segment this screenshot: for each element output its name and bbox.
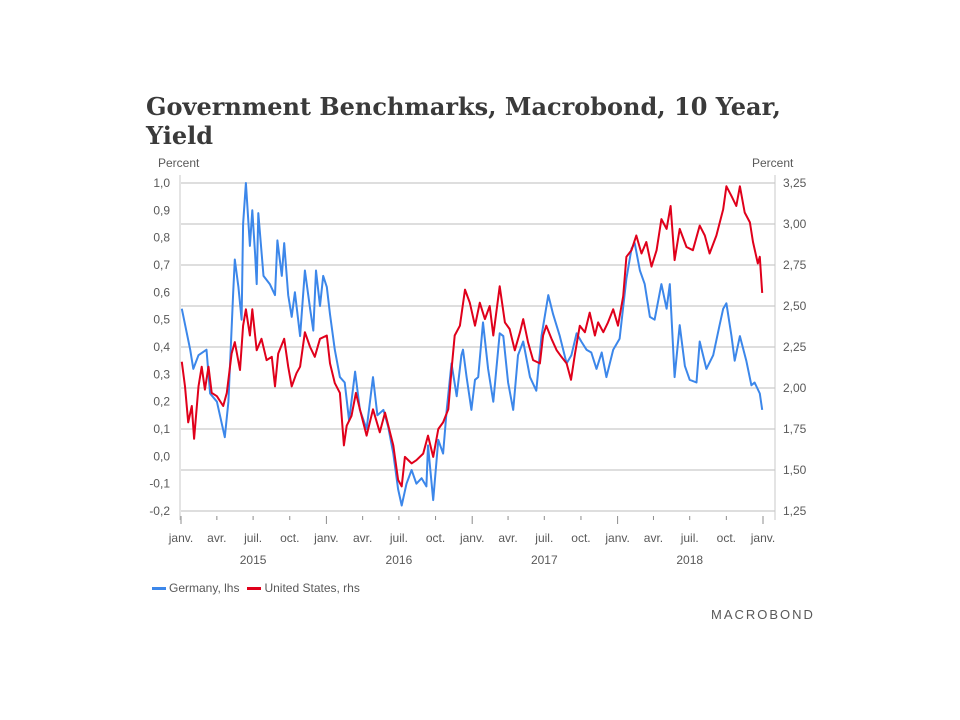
right-tick-label: 2,25 <box>783 340 807 354</box>
left-tick-label: -0,2 <box>149 504 170 518</box>
right-tick-label: 1,50 <box>783 463 807 477</box>
legend-swatch-germany <box>152 586 166 590</box>
gridlines <box>181 182 775 512</box>
right-tick-label: 3,00 <box>783 217 807 231</box>
chart-title: Government Benchmarks, Macrobond, 10 Yea… <box>146 92 781 150</box>
x-tick-label: juil. <box>680 531 699 545</box>
right-tick-label: 1,25 <box>783 504 807 518</box>
legend: Germany, lhs United States, rhs <box>152 581 368 595</box>
left-tick-label: 0,3 <box>153 367 170 381</box>
x-tick-label: janv. <box>459 531 484 545</box>
right-tick-label: 2,75 <box>783 258 807 272</box>
year-label: 2017 <box>531 553 558 567</box>
macrobond-logo: MACROBOND <box>711 607 815 622</box>
x-tick-label: avr. <box>644 531 663 545</box>
x-tick-label: avr. <box>353 531 372 545</box>
year-label: 2018 <box>676 553 703 567</box>
left-axis-unit: Percent <box>158 156 200 170</box>
left-tick-label: -0,1 <box>149 477 170 491</box>
legend-swatch-united-states <box>247 586 262 590</box>
left-tick-label: 0,2 <box>153 395 170 409</box>
left-tick-label: 1,0 <box>153 176 170 190</box>
x-tick-label: oct. <box>426 531 445 545</box>
x-tick-label: juil. <box>243 531 262 545</box>
x-tick-label: avr. <box>207 531 226 545</box>
right-tick-label: 3,25 <box>783 176 807 190</box>
right-tick-label: 1,75 <box>783 422 807 436</box>
legend-item-united-states: United States, rhs <box>247 581 360 595</box>
x-tick-label: juil. <box>534 531 553 545</box>
year-label: 2016 <box>386 553 413 567</box>
left-tick-label: 0,1 <box>153 422 170 436</box>
left-tick-label: 0,0 <box>153 449 170 463</box>
x-tick-label: oct. <box>280 531 299 545</box>
left-tick-label: 0,8 <box>153 231 170 245</box>
left-tick-label: 0,9 <box>153 203 170 217</box>
x-tick-label: janv. <box>604 531 629 545</box>
x-tick-label: janv. <box>168 531 193 545</box>
x-tick-label: juil. <box>389 531 408 545</box>
left-tick-label: 0,7 <box>153 258 170 272</box>
legend-label-united-states: United States, rhs <box>264 581 360 595</box>
x-tick-label: janv. <box>313 531 338 545</box>
year-label: 2015 <box>240 553 267 567</box>
series-lines <box>180 182 764 507</box>
series-line-germany-lhs <box>180 182 764 507</box>
left-tick-label: 0,6 <box>153 285 170 299</box>
legend-item-germany: Germany, lhs <box>152 581 239 595</box>
x-tick-label: avr. <box>498 531 517 545</box>
right-tick-label: 2,00 <box>783 381 807 395</box>
left-tick-label: 0,4 <box>153 340 170 354</box>
axes: 3,25 3,00 2,75 2,50 2,25 2,00 1,75 1,50 1,25 1,0 0… <box>149 175 807 567</box>
x-tick-label: oct. <box>571 531 590 545</box>
legend-label-germany: Germany, lhs <box>169 581 240 595</box>
right-tick-label: 2,50 <box>783 299 807 313</box>
x-tick-label: janv. <box>750 531 775 545</box>
x-tick-label: oct. <box>717 531 736 545</box>
left-tick-label: 0,5 <box>153 313 170 327</box>
series-line-united-states-rhs <box>180 185 764 488</box>
right-axis-unit: Percent <box>752 156 794 170</box>
